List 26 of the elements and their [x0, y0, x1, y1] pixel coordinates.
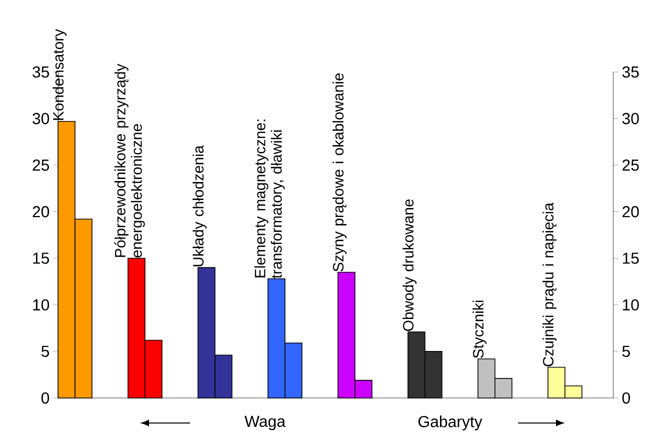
x-tick-label: Styczniki [472, 300, 486, 358]
text: Waga [244, 416, 286, 430]
x-tick-label: Układy chłodzenia [192, 145, 207, 266]
y2-tick-label: 25 [622, 159, 639, 171]
x-tick-label: Półprzewodnikowe przyrządy energoelektroniczne [114, 64, 145, 258]
y2-tick-label: 15 [622, 252, 639, 264]
y-tick-label: 5 [41, 346, 50, 357]
y-tick-label: 25 [32, 159, 50, 171]
y-tick-label: 15 [33, 252, 50, 264]
y-tick-label: 30 [32, 112, 50, 124]
x-tick-label: Szyny prądowe i okablowanie [332, 73, 347, 272]
y2-tick-label: 35 [622, 66, 639, 78]
y-tick-label: 10 [33, 299, 50, 310]
y2-tick-label: 0 [622, 392, 630, 404]
y-tick-label: 0 [41, 392, 50, 404]
x-tick-label: Czujniki prądu i napięcia [542, 202, 556, 366]
y-tick-label: 35 [32, 66, 50, 78]
x-tick-label: Elementy magnetyczne: transformatory, dławiki [254, 120, 285, 278]
x-tick-label: Kondensatory [52, 28, 67, 120]
y2-tick-label: 20 [622, 206, 639, 218]
y2-tick-label: 10 [622, 299, 639, 310]
text: Gabaryty [418, 416, 482, 430]
y-tick-label: 20 [32, 206, 50, 218]
y2-tick-label: 30 [622, 112, 639, 124]
x-tick-label: Obwody drukowane [402, 199, 417, 331]
y2-tick-label: 5 [622, 346, 630, 357]
